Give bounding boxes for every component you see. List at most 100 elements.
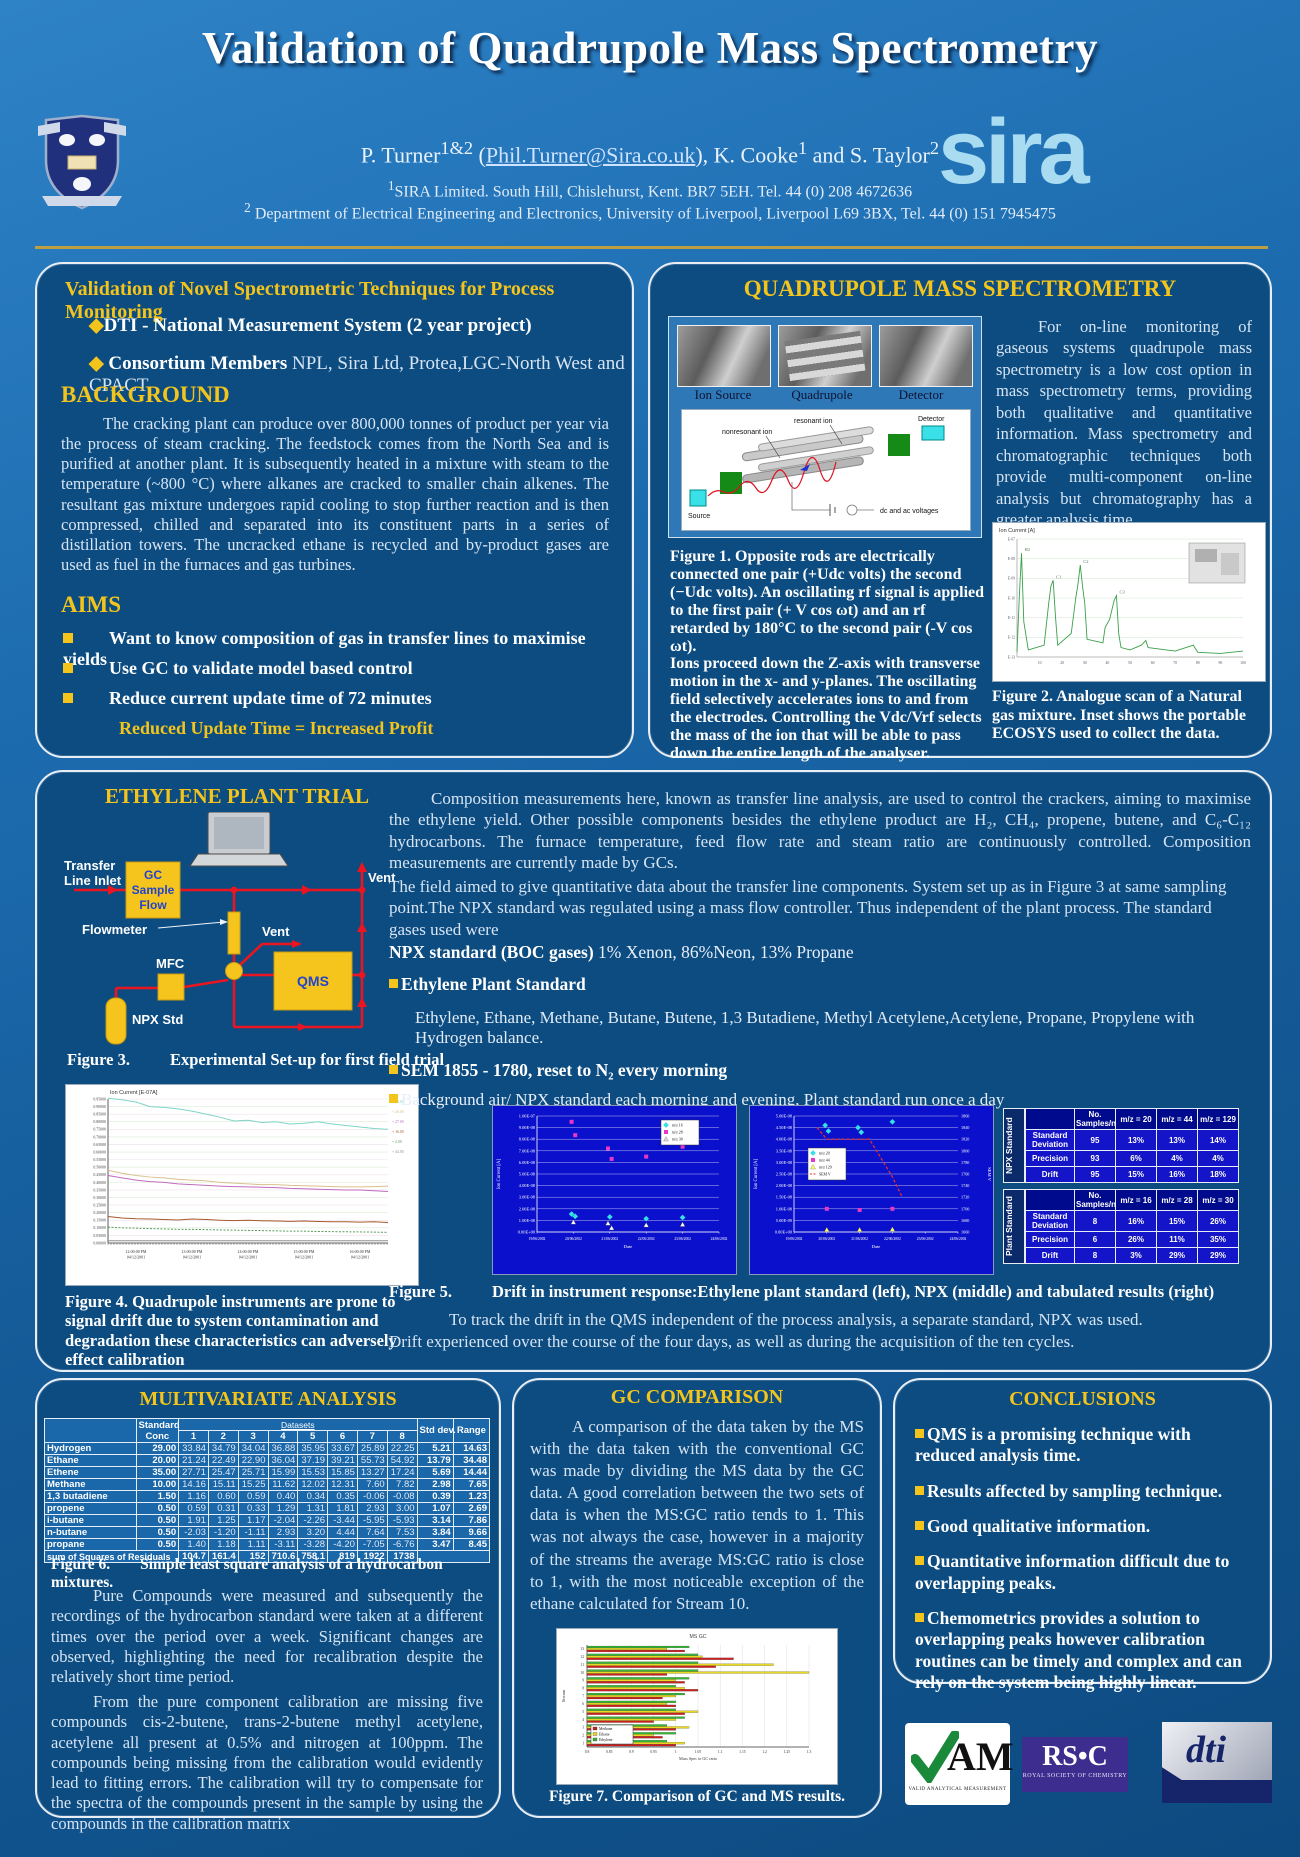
table-cell: 0.33 [237,1502,269,1515]
table-cell: m/z = 28 [1156,1189,1198,1211]
table-cell: Standard Deviation [1025,1210,1075,1232]
conclusion-bullet-3: Good qualitative information. [915,1516,1251,1537]
svg-text:0.40000: 0.40000 [93,1181,106,1185]
svg-text:50: 50 [1128,661,1132,665]
multivariate-para-2: From the pure component calibration are … [51,1692,483,1833]
sem-line: SEM 1855 - 1780, reset to N₂ every morni… [389,1060,727,1081]
figure5-tables: NPX Standard No. Samples/n m/z = 20 m/z = … [1003,1108,1239,1270]
table-cell: 1.91 [178,1514,209,1527]
fig3-caption-label: Figure 3. [67,1050,130,1069]
figure5-caption: Figure 5. Drift in instrument response:Et… [389,1282,1214,1301]
table-cell: -5.93 [386,1514,418,1527]
conclusion-bullet-2: Results affected by sampling technique. [915,1481,1251,1502]
svg-text:100: 100 [1240,661,1246,665]
svg-text:Mass Spec to GC ratio: Mass Spec to GC ratio [679,1756,717,1761]
conclusion-bullet-1: QMS is a promising technique with reduce… [915,1424,1251,1467]
table-cell: 15% [1115,1166,1157,1183]
svg-text:C3: C3 [1119,590,1125,595]
table-cell: 13.27 [356,1466,388,1479]
npx-standard-side-label: NPX Standard [1003,1108,1025,1183]
svg-text:Stream: Stream [561,1689,566,1702]
table-row: Hydrogen 29.00 33.84 34.79 34.04 36.88 35.95 33… [44,1442,491,1455]
table-cell: 29.00 [135,1442,180,1455]
plant-standard-list: Ethylene, Ethane, Methane, Butane, Buten… [415,1008,1195,1047]
svg-text:80: 80 [1196,661,1200,665]
table-cell: -1.20 [207,1526,239,1539]
svg-text:0.70000: 0.70000 [93,1135,106,1139]
table-cell: 16% [1156,1166,1198,1183]
multivariate-panel: MULTIVARIATE ANALYSIS Standard Conc Data… [35,1378,501,1833]
plant-standard-table-wrap: Plant Standard No. Samples/n m/z = 16 m/z … [1003,1189,1239,1264]
npx-standard-table-wrap: NPX Standard No. Samples/n m/z = 20 m/z = … [1003,1108,1239,1183]
residuals-label: sum of Squares of Residuals [43,1550,180,1563]
figure1-diagram: Detector resonant ion nonresonant ion So… [681,409,971,531]
svg-text:0.15000: 0.15000 [93,1219,106,1223]
svg-text:1800: 1800 [961,1148,969,1153]
aim-bullet-3: Reduce current update time of 72 minutes [63,688,432,709]
figure7-chart: MS GC 0.8 0.85 0.9 0.95 1 1.05 1.1 1.15 1.2 1.25 1.… [556,1628,838,1785]
table-cell: 1.81 [327,1502,358,1515]
table-cell: 3.00 [386,1502,418,1515]
email-link[interactable]: Phil.Turner@Sira.co.uk [485,142,696,168]
table-cell: 7.86 [452,1514,491,1527]
svg-text:0.9: 0.9 [629,1750,634,1754]
svg-text:m/z 28: m/z 28 [672,1131,683,1135]
svg-text:2.00E-08: 2.00E-08 [776,1183,793,1188]
svg-text:0.65000: 0.65000 [93,1143,106,1147]
figure4-caption: Figure 4. Quadrupole instruments are pro… [65,1292,397,1370]
affil-2-text: Department of Electrical Engineering and… [250,205,1056,223]
svg-text:E-07: E-07 [1008,537,1015,541]
svg-text:5.00E-08: 5.00E-08 [776,1114,793,1119]
svg-text:13:00:00 PM: 13:00:00 PM [181,1249,202,1254]
dataset-col: 7 [356,1430,388,1443]
table-cell: 13% [1156,1129,1198,1151]
table-cell: 25.71 [237,1466,269,1479]
svg-text:04/12/2001: 04/12/2001 [183,1255,201,1260]
vam-logo: AM VALID ANALYTICAL MEASUREMENT [905,1723,1014,1805]
square-bullet-icon [915,1556,924,1566]
table-cell: 15% [1156,1210,1198,1232]
bullet-consortium: ◆ Consortium Members NPL, Sira Ltd, Prot… [89,352,632,397]
process-monitoring-panel: Validation of Novel Spectrometric Techni… [35,262,634,758]
table-cell: 26% [1197,1210,1239,1232]
table-cell: Ethene [44,1466,137,1479]
table-cell: m/z = 16 [1115,1189,1157,1211]
svg-text:6: 6 [582,1702,584,1706]
square-bullet-icon [63,633,73,643]
background-paragraph: The cracking plant can produce over 800,… [61,414,609,574]
svg-text:7.00E-08: 7.00E-08 [519,1148,536,1153]
figure5-plant-chart: 1.00E-07 9.00E-08 8.00E-08 7.00E-08 6.00E-08… [492,1105,737,1275]
svg-text:H2: H2 [1025,547,1031,552]
svg-text:90: 90 [1219,661,1223,665]
table-cell: 25.89 [356,1442,388,1455]
rsc-logo: RS•C ROYAL SOCIETY OF CHEMISTRY [1022,1737,1128,1792]
fig3-flowmeter-label: Flowmeter [82,922,147,937]
table-cell: 27.71 [178,1466,209,1479]
table-cell: 7.64 [356,1526,388,1539]
table-cell: 1.25 [207,1514,239,1527]
svg-text:Ion Current [A]: Ion Current [A] [497,1159,502,1190]
sira-logo: sira [938,101,1090,203]
table-cell: -3.44 [327,1514,358,1527]
svg-text:3.50E-08: 3.50E-08 [776,1148,793,1153]
fig3-vent-mid-label: Vent [262,924,290,939]
rsc-text: RS•C [1042,1741,1108,1772]
figure7-caption: Figure 7. Comparison of GC and MS result… [548,1788,846,1805]
gc-comparison-panel: GC COMPARISON A comparison of the data t… [512,1378,882,1818]
bullet-consortium-rest: NPL, Sira Ltd, Protea,LGC-North West and… [89,353,625,396]
table-row: Methane 10.00 14.16 15.11 15.25 11.62 12.02 12.… [44,1478,491,1491]
svg-text:1660: 1660 [961,1230,969,1235]
dti-logo: dti [1162,1722,1272,1803]
svg-text:1.00E-07: 1.00E-07 [519,1114,536,1119]
square-bullet-icon [63,663,73,673]
residual-value: 758.1 [297,1550,329,1563]
svg-text:0.00000: 0.00000 [93,1241,106,1245]
svg-text:10: 10 [1038,661,1042,665]
table-cell: 5.69 [416,1466,454,1479]
table-cell: 15.99 [267,1466,299,1479]
svg-text:8: 8 [582,1686,584,1690]
svg-text:1: 1 [582,1741,584,1745]
plant-standard-side-label: Plant Standard [1003,1189,1025,1264]
table-cell: 2.69 [452,1502,491,1515]
dataset-col: 8 [386,1430,418,1443]
